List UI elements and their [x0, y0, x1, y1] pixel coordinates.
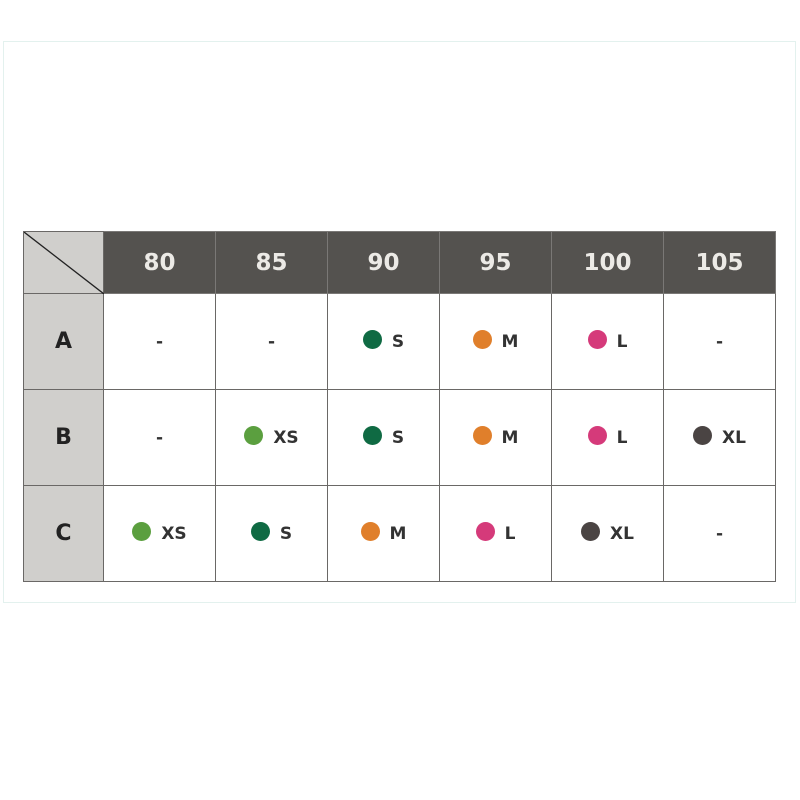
size-label: XL: [722, 427, 746, 448]
size-label: -: [155, 331, 164, 352]
size-cell: S: [327, 389, 440, 486]
size-cell: -: [103, 293, 216, 390]
diagonal-divider-icon: [24, 232, 104, 294]
size-dot-icon: [362, 330, 382, 349]
size-label: -: [715, 523, 724, 544]
size-label: M: [501, 331, 519, 352]
size-label: XS: [161, 523, 187, 544]
size-chart-table: 80 85 90 95 100 105 A - - S M L - B - XS S M L XL C XS S…: [23, 231, 776, 582]
size-label: M: [501, 427, 519, 448]
size-dot-icon: [362, 426, 382, 445]
size-cell: M: [327, 485, 440, 582]
size-label: L: [504, 523, 516, 544]
size-cell: XL: [663, 389, 776, 486]
size-label: L: [616, 427, 628, 448]
content-frame: [3, 41, 796, 603]
column-header: 90: [327, 231, 440, 294]
size-cell: XS: [215, 389, 328, 486]
size-cell: -: [663, 293, 776, 390]
size-label: -: [155, 427, 164, 448]
size-cell: S: [327, 293, 440, 390]
size-cell: XS: [103, 485, 216, 582]
size-cell: -: [215, 293, 328, 390]
size-dot-icon: [581, 522, 601, 541]
size-cell: -: [103, 389, 216, 486]
size-label: -: [267, 331, 276, 352]
size-dot-icon: [587, 330, 607, 349]
column-header: 80: [103, 231, 216, 294]
column-header: 100: [551, 231, 664, 294]
size-dot-icon: [693, 426, 713, 445]
column-header: 95: [439, 231, 552, 294]
size-cell: L: [551, 293, 664, 390]
size-dot-icon: [360, 522, 380, 541]
size-label: XL: [610, 523, 634, 544]
size-label: M: [389, 523, 407, 544]
size-dot-icon: [472, 426, 492, 445]
size-dot-icon: [244, 426, 264, 445]
size-dot-icon: [132, 522, 152, 541]
size-label: S: [391, 331, 405, 352]
size-cell: M: [439, 293, 552, 390]
size-cell: -: [663, 485, 776, 582]
corner-cell: [23, 231, 104, 294]
size-cell: L: [439, 485, 552, 582]
row-header: A: [23, 293, 104, 390]
size-dot-icon: [587, 426, 607, 445]
size-dot-icon: [472, 330, 492, 349]
size-cell: L: [551, 389, 664, 486]
row-header: B: [23, 389, 104, 486]
size-cell: S: [215, 485, 328, 582]
size-label: L: [616, 331, 628, 352]
size-cell: M: [439, 389, 552, 486]
row-header: C: [23, 485, 104, 582]
size-dot-icon: [250, 522, 270, 541]
size-label: XS: [273, 427, 299, 448]
column-header: 85: [215, 231, 328, 294]
size-label: -: [715, 331, 724, 352]
size-cell: XL: [551, 485, 664, 582]
table-row: B - XS S M L XL: [23, 389, 776, 486]
table-row: C XS S M L XL -: [23, 485, 776, 582]
size-dot-icon: [475, 522, 495, 541]
size-label: S: [391, 427, 405, 448]
size-label: S: [279, 523, 293, 544]
column-header: 105: [663, 231, 776, 294]
header-row: 80 85 90 95 100 105: [23, 231, 776, 294]
